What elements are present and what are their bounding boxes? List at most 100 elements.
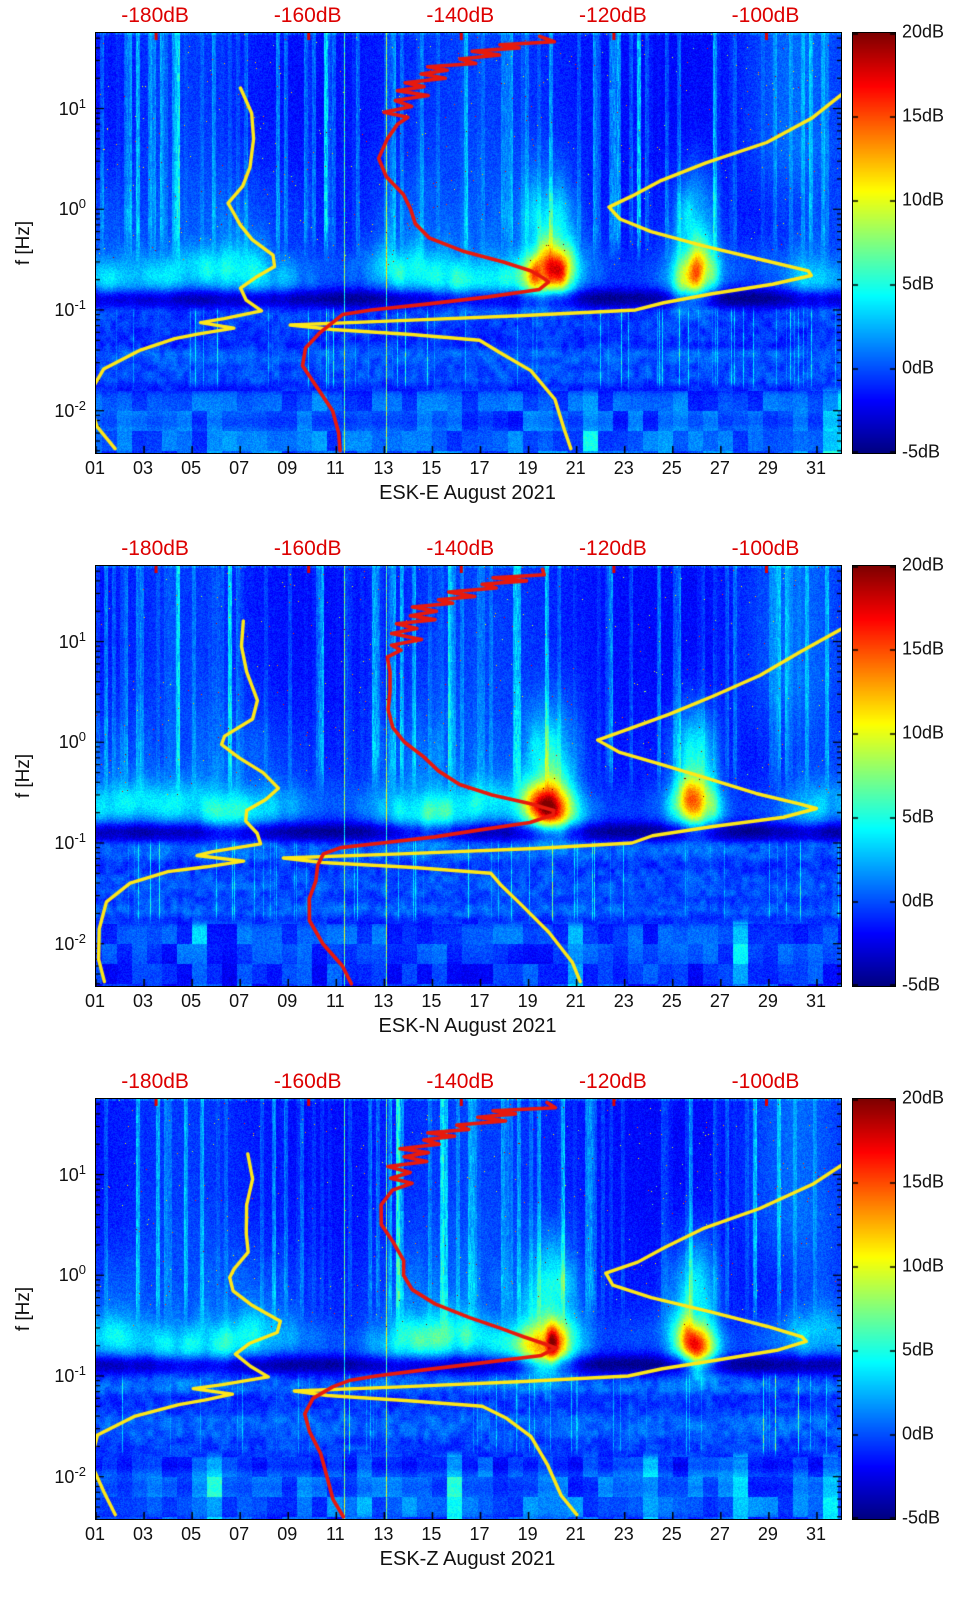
y-tick-label: 10-1	[0, 297, 86, 321]
x-tick-label: 25	[661, 458, 682, 478]
x-tick-label: 11	[325, 991, 345, 1011]
y-tick-exponent: -1	[74, 296, 86, 312]
x-tick-label: 15	[421, 991, 442, 1011]
y-tick-mantissa: 10	[54, 832, 75, 853]
top-axis-label: -100dB	[731, 537, 800, 560]
top-axis-label: -140dB	[426, 537, 495, 560]
x-tick-label: 05	[181, 991, 202, 1011]
spectrogram-canvas-esk-z	[96, 1099, 841, 1519]
panel-title-esk-n: ESK-N August 2021	[378, 1015, 557, 1037]
x-tick-label: 23	[613, 991, 634, 1011]
y-tick-exponent: 0	[78, 1262, 86, 1278]
colorbar-tick-label: 15dB	[902, 638, 945, 659]
colorbar-tick-label: 0dB	[902, 357, 935, 378]
x-tick-label: 21	[565, 458, 586, 478]
y-tick-mantissa: 10	[58, 631, 79, 652]
x-tick-label: 29	[757, 1524, 778, 1544]
colorbar-tick-label: -5dB	[902, 1507, 941, 1528]
top-axis-label: -120dB	[579, 537, 647, 560]
colorbar-tick-label: 0dB	[902, 890, 935, 911]
y-tick-mantissa: 10	[58, 98, 79, 119]
x-tick-label: 13	[373, 1524, 394, 1544]
x-tick-label: 13	[373, 458, 394, 478]
y-tick-exponent: -1	[74, 829, 86, 845]
x-tick-label: 01	[84, 458, 106, 478]
x-tick-label: 23	[613, 1524, 634, 1544]
x-tick-label: 27	[709, 991, 730, 1011]
x-tick-label: 11	[325, 458, 345, 478]
x-tick-label: 31	[805, 1524, 826, 1544]
colorbar-canvas	[853, 33, 895, 453]
x-tick-label: 09	[277, 1524, 298, 1544]
top-axis-label: -140dB	[426, 4, 495, 27]
y-tick-mantissa: 10	[54, 299, 75, 320]
y-tick-label: 101	[0, 96, 86, 120]
x-tick-label: 25	[661, 1524, 682, 1544]
x-tick-label: 29	[757, 458, 778, 478]
top-axis-label: -120dB	[579, 1070, 647, 1093]
y-tick-label: 10-2	[0, 1464, 86, 1488]
colorbar-tick-label: 20dB	[902, 1087, 945, 1108]
top-axis-label: -100dB	[731, 4, 800, 27]
x-tick-label: 15	[421, 458, 442, 478]
x-tick-label: 17	[469, 991, 490, 1011]
top-axis-label: -160dB	[273, 4, 342, 27]
x-tick-label: 21	[565, 1524, 586, 1544]
y-tick-label: 100	[0, 1262, 86, 1286]
x-tick-label: 05	[181, 458, 202, 478]
y-tick-label: 100	[0, 196, 86, 220]
y-tick-label: 101	[0, 629, 86, 653]
x-tick-label: 03	[133, 1524, 154, 1544]
x-tick-label: 19	[517, 991, 538, 1011]
x-tick-label: 21	[565, 991, 586, 1011]
top-axis-label: -160dB	[273, 1070, 342, 1093]
y-tick-exponent: -1	[74, 1362, 86, 1378]
x-tick-label: 17	[469, 1524, 490, 1544]
y-tick-exponent: 1	[78, 1161, 86, 1177]
colorbar-frame	[852, 1098, 896, 1520]
colorbar-tick-label: 20dB	[902, 21, 945, 42]
top-axis-label: -180dB	[121, 537, 189, 560]
y-tick-label: 10-1	[0, 1363, 86, 1387]
y-tick-mantissa: 10	[58, 732, 79, 753]
y-tick-exponent: -2	[74, 397, 86, 413]
colorbar-tick-label: 20dB	[902, 554, 945, 575]
colorbar-tick-label: 0dB	[902, 1423, 935, 1444]
colorbar-tick-label: 5dB	[902, 806, 935, 827]
colorbar-canvas	[853, 1099, 895, 1519]
y-tick-mantissa: 10	[54, 400, 75, 421]
x-tick-label: 27	[709, 458, 730, 478]
colorbar-tick-label: -5dB	[902, 441, 941, 462]
y-tick-exponent: 0	[78, 196, 86, 212]
spectrogram-panel-esk-e: -180dB -160dB -140dB -120dB -100dB f [Hz] 10…	[0, 0, 962, 533]
y-tick-label: 100	[0, 729, 86, 753]
x-tick-label: 05	[181, 1524, 202, 1544]
y-tick-mantissa: 10	[58, 1265, 79, 1286]
colorbar-tick-label: 10dB	[902, 722, 945, 743]
y-tick-exponent: -2	[74, 1463, 86, 1479]
y-tick-exponent: 1	[78, 95, 86, 111]
colorbar-tick-label: 10dB	[902, 1255, 945, 1276]
top-axis-label: -160dB	[273, 537, 342, 560]
spectrogram-canvas-esk-n	[96, 566, 841, 986]
colorbar-tick-label: 5dB	[902, 1339, 935, 1360]
colorbar-frame	[852, 32, 896, 454]
spectrogram-canvas-esk-e	[96, 33, 841, 453]
x-tick-label: 09	[277, 991, 298, 1011]
top-axis-label: -180dB	[121, 1070, 189, 1093]
x-tick-label: 09	[277, 458, 298, 478]
top-axis-label: -120dB	[579, 4, 647, 27]
panel-title-esk-z: ESK-Z August 2021	[379, 1548, 556, 1570]
colorbar-tick-label: 15dB	[902, 1171, 945, 1192]
top-axis-label: -140dB	[426, 1070, 495, 1093]
plot-frame	[95, 1098, 842, 1520]
x-tick-label: 23	[613, 458, 634, 478]
colorbar-tick-label: 10dB	[902, 189, 945, 210]
x-tick-label: 07	[229, 458, 250, 478]
x-tick-label: 19	[517, 1524, 538, 1544]
y-tick-exponent: 1	[78, 628, 86, 644]
x-tick-label: 01	[84, 1524, 106, 1544]
y-tick-mantissa: 10	[54, 1365, 75, 1386]
x-tick-label: 17	[469, 458, 490, 478]
